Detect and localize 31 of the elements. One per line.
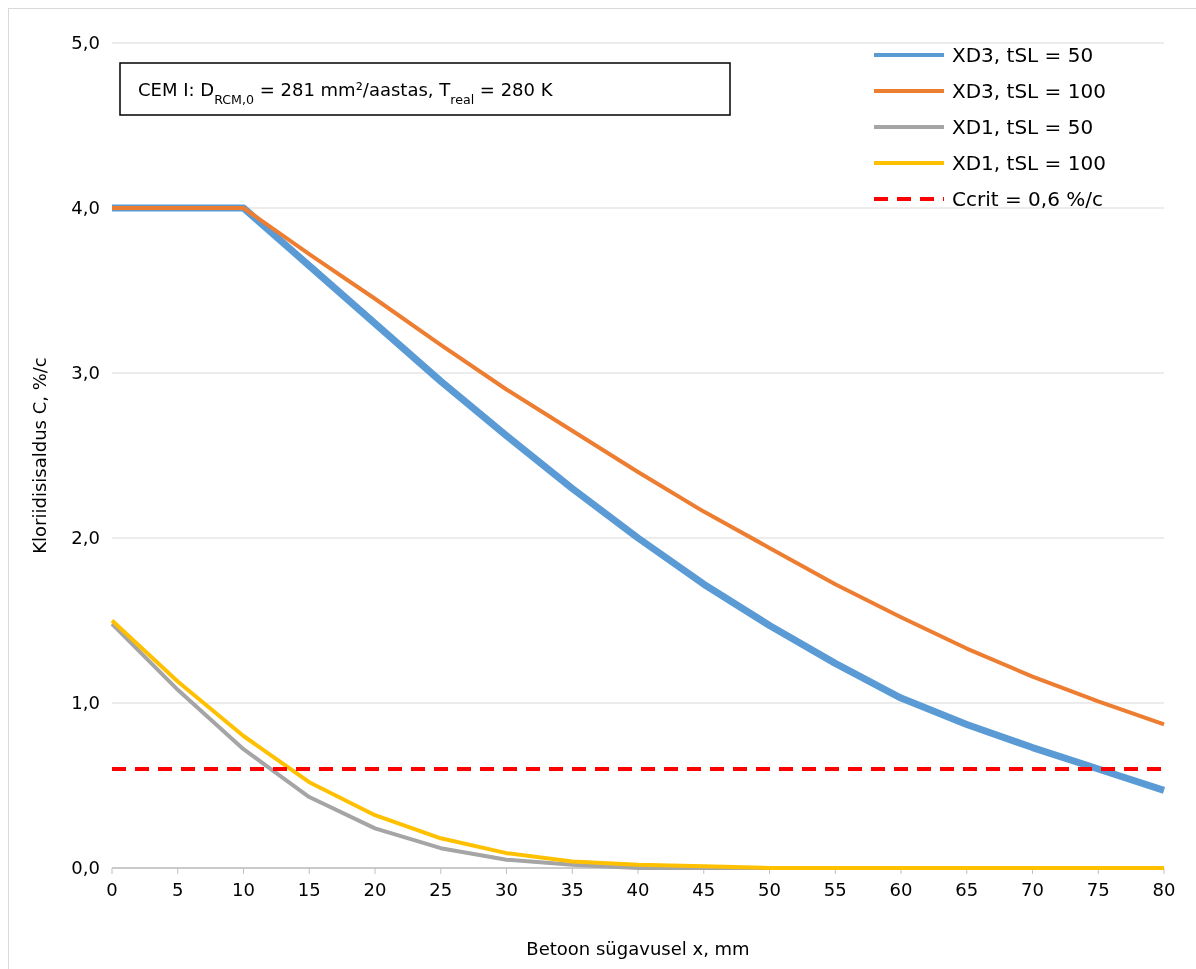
legend-label: XD1, tSL = 100 — [952, 151, 1106, 175]
legend-label: Ccrit = 0,6 %/c — [952, 187, 1103, 211]
x-tick-label: 5 — [172, 879, 184, 900]
x-tick-label: 80 — [1152, 879, 1176, 900]
x-tick-label: 40 — [626, 879, 650, 900]
legend-label: XD3, tSL = 50 — [952, 43, 1094, 67]
x-tick-label: 30 — [495, 879, 518, 900]
x-tick-label: 65 — [955, 879, 979, 900]
x-tick-label: 55 — [823, 879, 847, 900]
y-tick-label: 1,0 — [71, 692, 100, 713]
legend-label: XD1, tSL = 50 — [952, 115, 1094, 139]
x-tick-label: 35 — [560, 879, 584, 900]
y-tick-label: 0,0 — [71, 857, 100, 878]
x-tick-label: 45 — [692, 879, 716, 900]
y-tick-label: 5,0 — [71, 32, 100, 53]
x-tick-label: 75 — [1086, 879, 1110, 900]
x-tick-label: 70 — [1021, 879, 1044, 900]
annotation: CEM I: D$_{RCM,0}$ = 281 mm²/aastas, T$_{real}$ = 280 K — [138, 79, 554, 107]
x-tick-label: 15 — [297, 879, 321, 900]
x-tick-label: 50 — [758, 879, 781, 900]
y-axis-title: Kloriidisisaldus C, %/c — [29, 357, 50, 554]
x-tick-label: 25 — [429, 879, 453, 900]
x-axis-title: Betoon sügavusel x, mm — [526, 938, 750, 959]
x-tick-label: 0 — [106, 879, 118, 900]
legend-label: XD3, tSL = 100 — [952, 79, 1106, 103]
x-tick-label: 60 — [889, 879, 913, 900]
y-tick-label: 3,0 — [71, 362, 100, 383]
y-tick-label: 4,0 — [71, 197, 100, 218]
y-tick-label: 2,0 — [71, 527, 100, 548]
x-tick-label: 20 — [363, 879, 387, 900]
x-tick-label: 10 — [232, 879, 255, 900]
